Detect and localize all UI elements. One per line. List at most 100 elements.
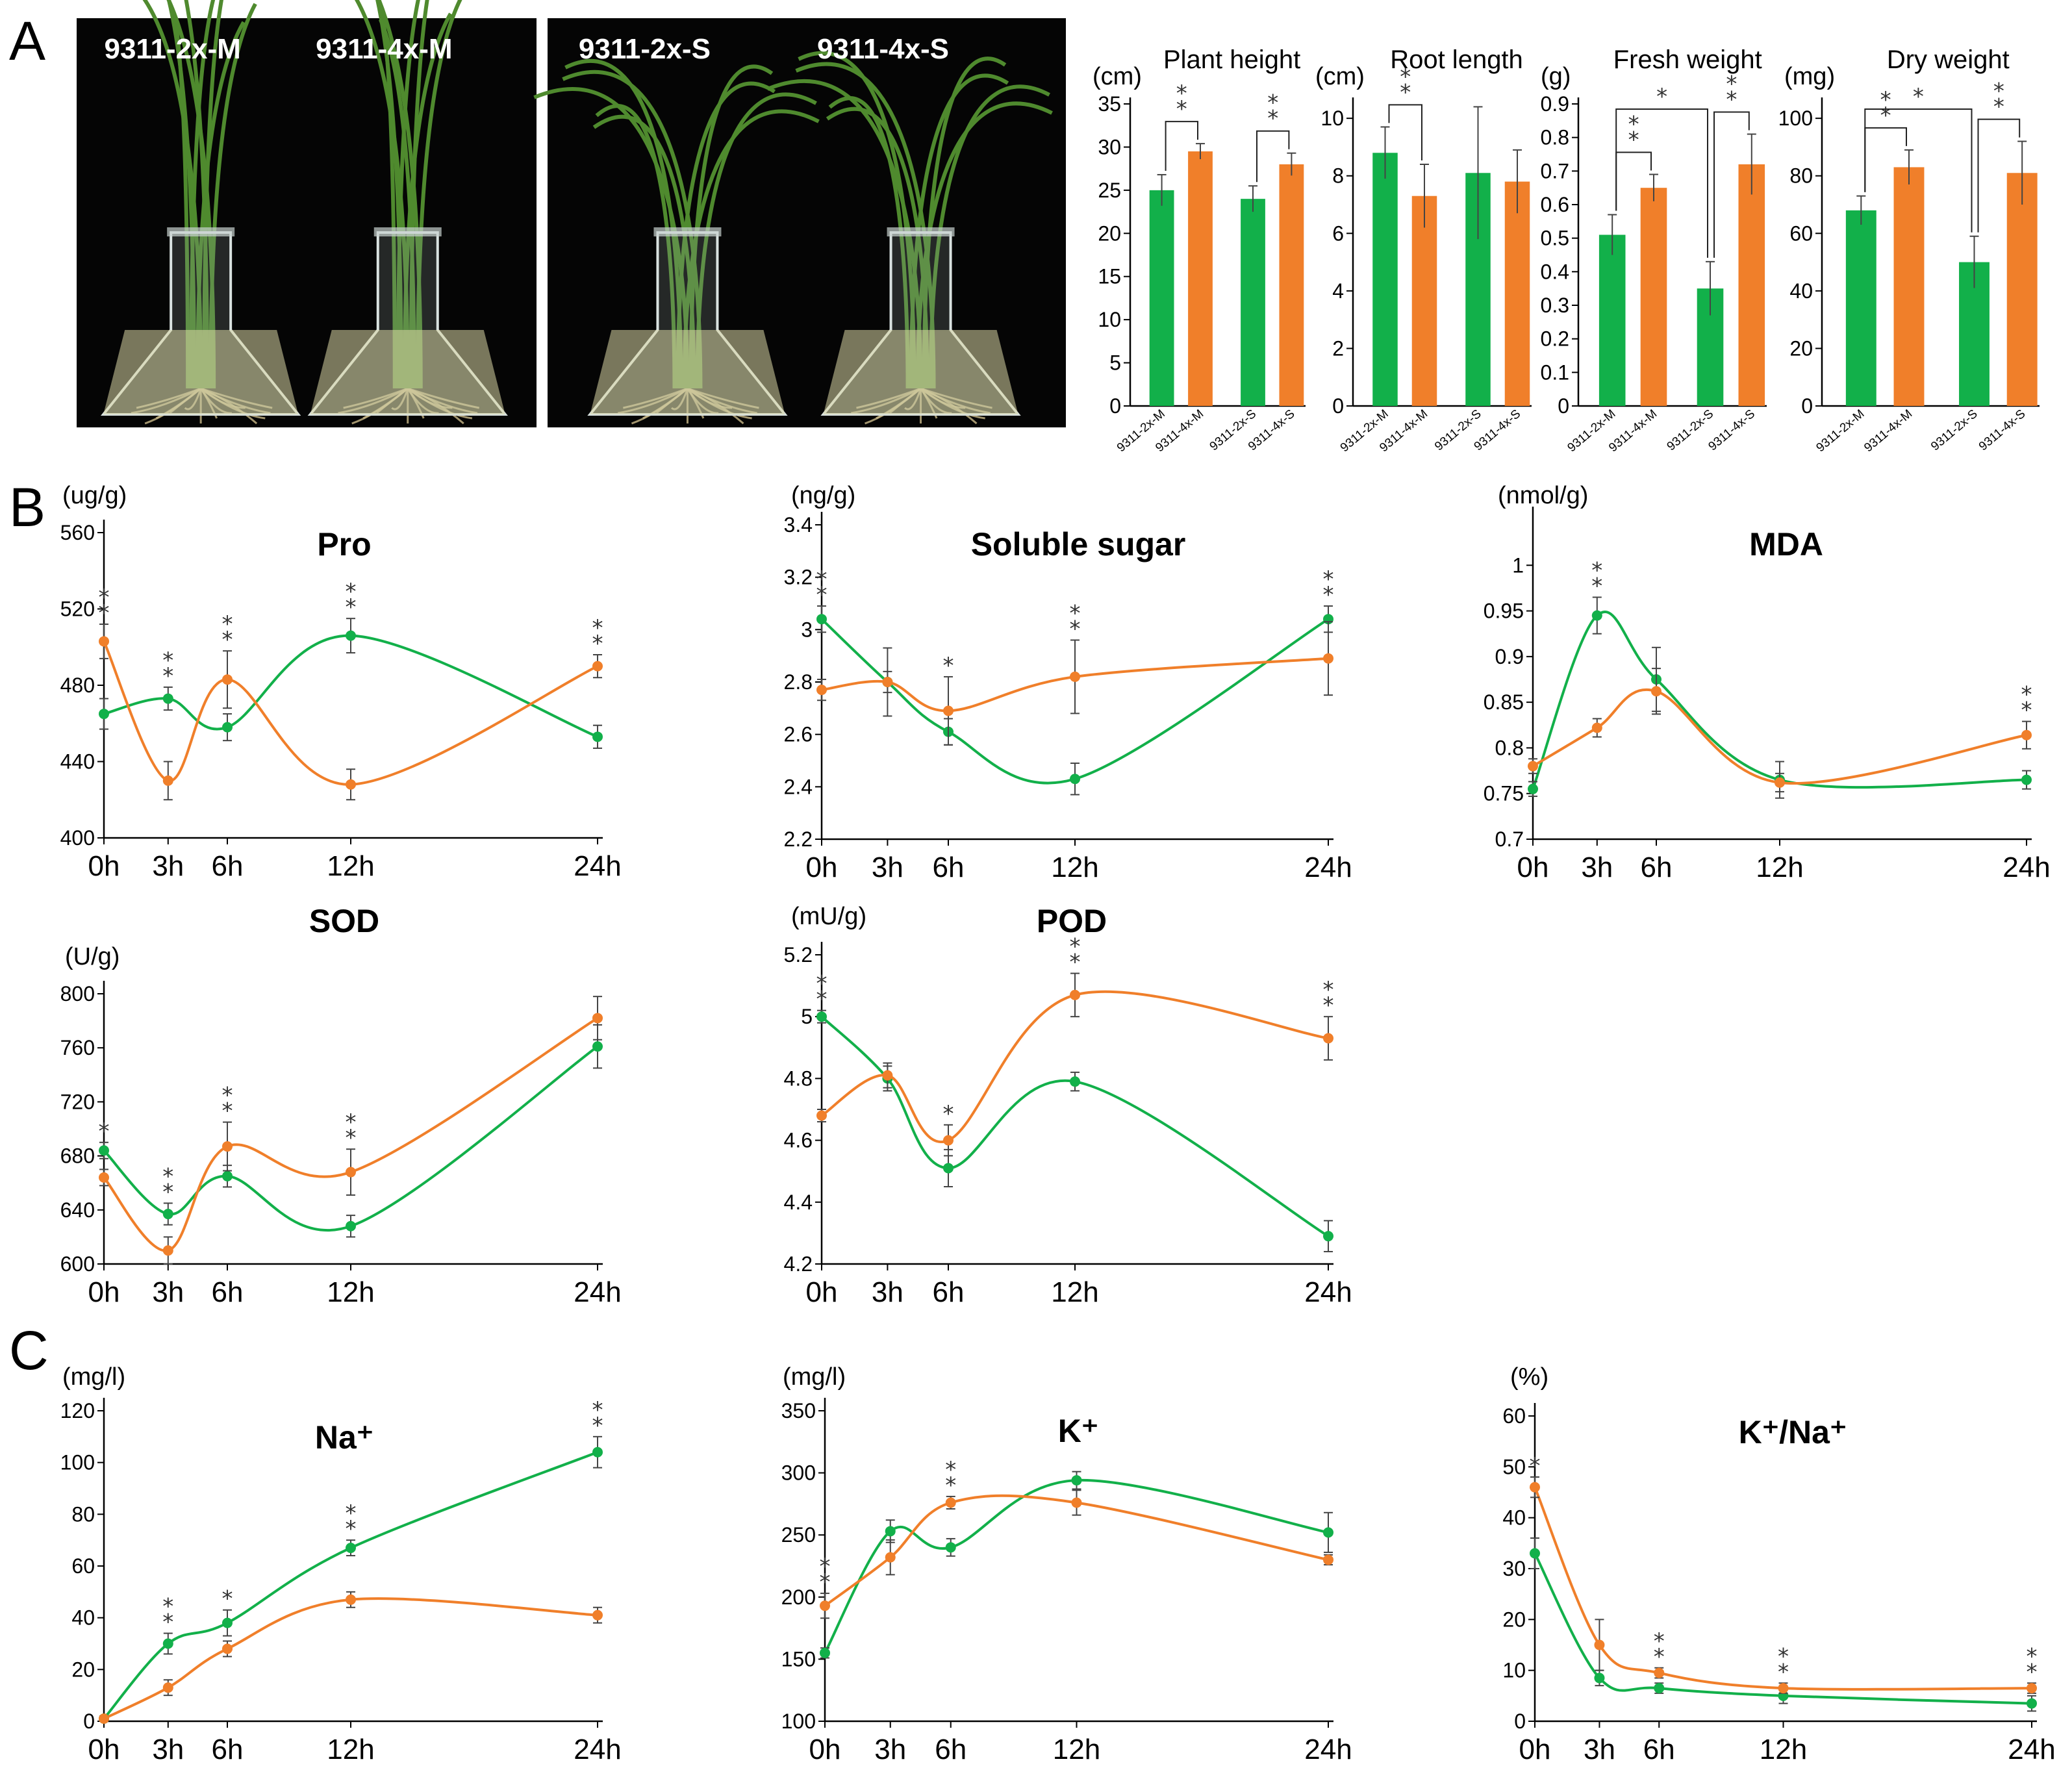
x-tick-label: 6h xyxy=(933,852,965,883)
y-tick-label: 100 xyxy=(60,1451,95,1474)
data-point-orange xyxy=(2021,729,2032,740)
series-line-green xyxy=(1532,611,2027,790)
x-tick-label: 12h xyxy=(1760,1734,1807,1765)
y-tick-label: 800 xyxy=(60,982,95,1005)
significance-star: * xyxy=(1913,84,1924,110)
significance-bracket xyxy=(1615,108,1708,258)
y-unit-label: (mU/g) xyxy=(791,903,866,930)
data-point-green xyxy=(943,1163,954,1174)
chart-title: SOD xyxy=(309,903,379,939)
data-point-orange xyxy=(1651,686,1661,697)
significance-bracket xyxy=(1388,104,1422,160)
significance-star: * xyxy=(346,1109,357,1135)
y-unit-label: (ng/g) xyxy=(791,482,855,509)
significance-star: * xyxy=(816,566,828,592)
significance-star: * xyxy=(99,600,110,626)
data-point-green xyxy=(1071,1475,1082,1486)
y-unit-label: (mg) xyxy=(1784,63,1835,90)
significance-star: * xyxy=(592,615,603,641)
data-point-orange xyxy=(222,1141,233,1152)
x-tick-label: 3h xyxy=(874,1734,906,1765)
y-tick-label: 560 xyxy=(60,521,95,544)
data-point-orange xyxy=(885,1552,896,1563)
chart-title: MDA xyxy=(1749,526,1823,562)
significance-bracket xyxy=(1713,111,1750,258)
y-tick-label: 200 xyxy=(781,1585,816,1609)
significance-star: * xyxy=(1628,127,1639,153)
flask-liquid xyxy=(823,330,1018,414)
y-tick-label: 1 xyxy=(1512,553,1524,577)
x-tick-label: 3h xyxy=(152,1276,184,1308)
leaf-blade xyxy=(377,0,423,389)
data-point-orange xyxy=(99,1172,109,1183)
y-tick-label: 40 xyxy=(1789,279,1813,303)
x-tick-label: 0h xyxy=(806,852,838,883)
x-tick-label: 24h xyxy=(1304,1276,1352,1308)
x-tick-label: 3h xyxy=(1581,852,1613,883)
data-point-green xyxy=(1070,1076,1080,1087)
y-tick-label: 0.85 xyxy=(1484,690,1524,714)
data-point-orange xyxy=(99,1713,109,1724)
flask-liquid xyxy=(590,330,785,414)
data-point-orange xyxy=(1530,1482,1540,1493)
line-chart-5: 4.24.44.64.855.20h 3h 6h 12h 24hPOD(mU/g)***… xyxy=(784,903,1352,1308)
y-tick-label: 80 xyxy=(71,1502,95,1526)
leaf-blade xyxy=(409,0,429,389)
data-point-green xyxy=(1654,1683,1665,1694)
flask-liquid xyxy=(103,330,299,414)
significance-star: * xyxy=(592,631,603,657)
x-category-label: 9311-4x-M xyxy=(1862,407,1915,455)
data-point-orange xyxy=(1071,1497,1082,1508)
significance-star: * xyxy=(1323,566,1334,592)
data-point-green xyxy=(222,1170,233,1181)
x-tick-label: 6h xyxy=(212,850,244,882)
y-tick-label: 0.7 xyxy=(1495,827,1524,851)
chart-title: Root length xyxy=(1390,45,1523,74)
significance-star: * xyxy=(1070,950,1081,976)
y-tick-label: 5 xyxy=(1109,351,1121,375)
significance-star: * xyxy=(346,1500,357,1526)
significance-star: * xyxy=(162,1594,173,1620)
series-line-green xyxy=(820,1015,1330,1237)
significance-star: * xyxy=(592,1397,603,1423)
bar-9311-4x-M xyxy=(1893,167,1925,406)
y-tick-label: 2.2 xyxy=(784,827,813,851)
data-point-orange xyxy=(592,1013,603,1024)
y-tick-label: 100 xyxy=(1778,107,1813,130)
significance-star: * xyxy=(222,611,233,637)
data-point-orange xyxy=(1528,761,1538,772)
y-tick-label: 250 xyxy=(781,1523,816,1547)
x-tick-label: 0h xyxy=(1517,852,1549,883)
flask-rim xyxy=(653,227,722,236)
leaf-blade xyxy=(142,0,203,389)
photo-label-2: 9311-4x-M xyxy=(316,33,452,65)
x-tick-label: 6h xyxy=(935,1734,967,1765)
bar-9311-4x-S xyxy=(1738,164,1765,406)
data-point-orange xyxy=(346,779,356,790)
significance-star: * xyxy=(222,1098,233,1124)
significance-star: * xyxy=(1400,79,1411,105)
significance-star: * xyxy=(162,1179,173,1205)
data-point-green xyxy=(1528,783,1538,794)
y-tick-label: 0 xyxy=(1332,394,1344,418)
significance-star: * xyxy=(1323,582,1334,608)
y-tick-label: 4.6 xyxy=(784,1129,813,1152)
leaf-blade xyxy=(202,0,223,389)
y-tick-label: 10 xyxy=(1098,308,1121,331)
x-category-label: 9311-4x-S xyxy=(1706,407,1758,454)
data-point-green xyxy=(592,731,603,742)
y-tick-label: 60 xyxy=(1789,221,1813,245)
y-unit-label: (%) xyxy=(1510,1363,1548,1391)
y-tick-label: 520 xyxy=(60,598,95,621)
y-tick-label: 0.7 xyxy=(1541,159,1569,183)
x-tick-label: 3h xyxy=(872,852,903,883)
data-point-green xyxy=(222,1617,233,1628)
data-point-green xyxy=(816,1011,827,1022)
y-tick-label: 80 xyxy=(1789,164,1813,188)
photo-left: 9311-2x-M 9311-4x-M xyxy=(77,0,537,427)
data-point-orange xyxy=(1654,1667,1665,1678)
x-category-label: 9311-2x-S xyxy=(1928,407,1980,454)
data-point-green xyxy=(162,1209,173,1220)
